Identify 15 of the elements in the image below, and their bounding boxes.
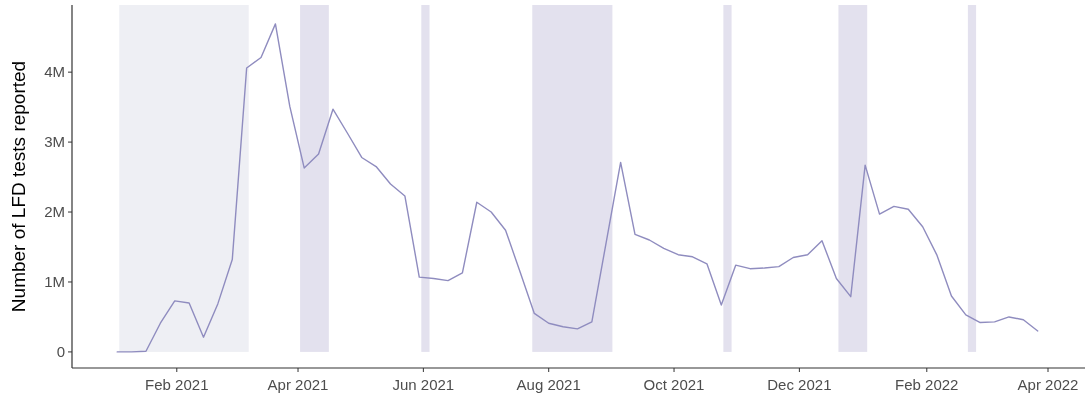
x-tick-label: Feb 2021 (145, 376, 209, 393)
y-tick-label: 4M (44, 63, 65, 81)
x-tick-label: Dec 2021 (767, 376, 832, 393)
x-tick-label: Feb 2022 (895, 376, 959, 393)
y-tick-label: 3M (44, 133, 65, 151)
x-tick-label: Apr 2022 (1017, 376, 1079, 393)
y-tick-label: 1M (44, 273, 65, 291)
x-tick-label: Aug 2021 (516, 376, 581, 393)
line-series (116, 23, 1039, 353)
y-axis-title: Number of LFD tests reported (8, 60, 29, 313)
x-tick-label: Apr 2021 (267, 376, 329, 393)
y-tick-label: 0 (56, 343, 65, 361)
x-tick-label: Oct 2021 (643, 376, 705, 393)
y-tick-label: 2M (44, 203, 65, 221)
x-tick-label: Jun 2021 (392, 376, 455, 393)
